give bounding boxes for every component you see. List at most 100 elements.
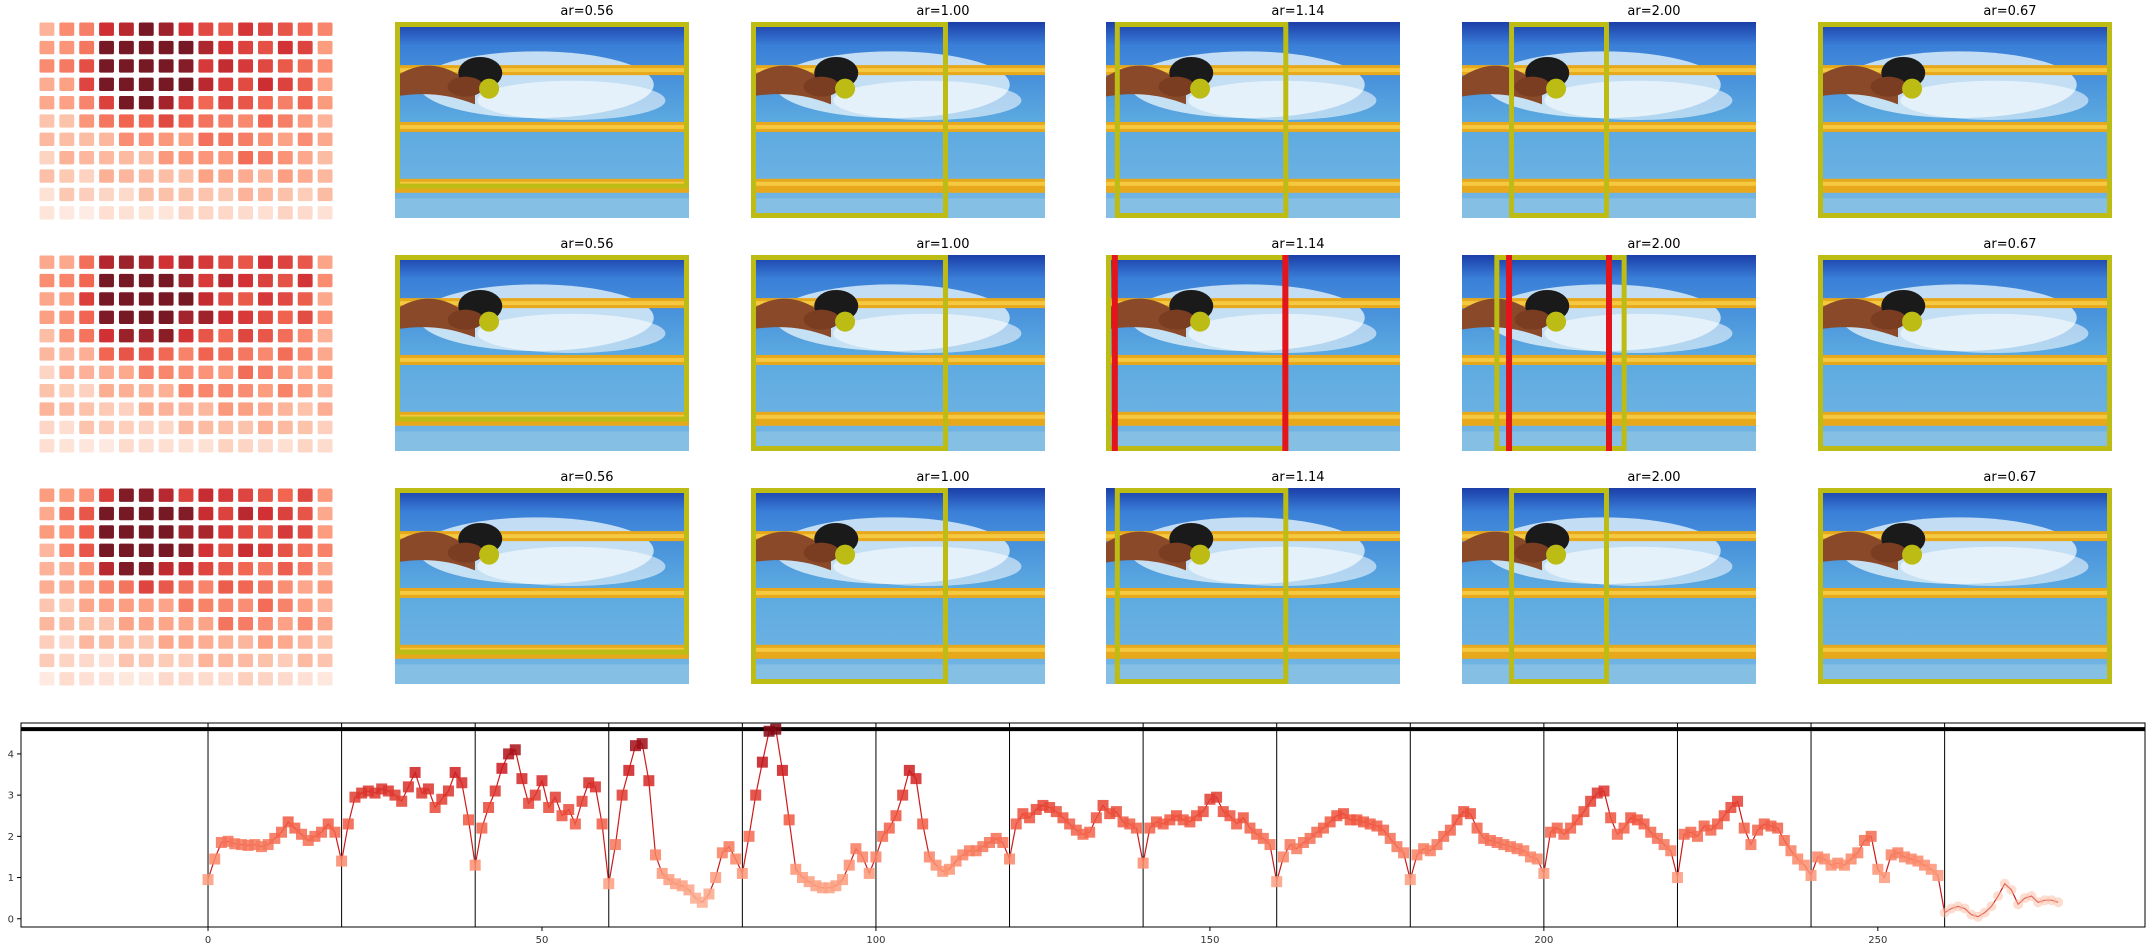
data-marker <box>1224 810 1236 822</box>
heatmap-cell <box>238 598 254 613</box>
heatmap-cell <box>118 439 134 453</box>
lane-rope <box>395 124 689 129</box>
heatmap-cell <box>59 439 75 453</box>
data-marker <box>269 832 281 844</box>
data-marker <box>1919 859 1931 871</box>
data-marker <box>1431 839 1443 851</box>
data-marker <box>362 785 374 797</box>
data-marker <box>1852 847 1864 859</box>
heatmap-cell <box>99 77 114 91</box>
heatmap-cell <box>158 255 174 269</box>
heatmap-cell <box>297 384 313 398</box>
data-marker <box>1104 808 1116 820</box>
data-marker <box>1044 801 1056 813</box>
heatmap-cell <box>277 187 293 202</box>
data-marker <box>416 787 428 799</box>
data-marker <box>1838 859 1850 871</box>
data-marker <box>663 874 675 886</box>
heatmap-cell <box>118 206 134 220</box>
panel-title: ar=2.00 <box>1627 4 1681 19</box>
data-marker <box>1371 820 1383 832</box>
heatmap-cell <box>39 635 55 649</box>
heatmap-cell <box>258 114 273 128</box>
y-tick-label: 1 <box>8 873 14 884</box>
data-marker <box>1331 810 1343 822</box>
heatmap-cell <box>317 617 333 631</box>
heatmap-cell <box>138 169 154 183</box>
x-tick-label: 250 <box>1868 935 1887 946</box>
data-marker <box>1097 799 1109 811</box>
data-marker <box>676 880 688 892</box>
heatmap-cell <box>99 40 114 55</box>
heatmap-cell <box>79 543 95 557</box>
data-marker <box>249 839 261 851</box>
heatmap-cell <box>158 169 174 183</box>
heatmap-cell <box>317 402 333 416</box>
heatmap-cell <box>258 347 273 361</box>
heatmap-cell <box>39 653 55 668</box>
heatmap-cell <box>218 347 234 361</box>
heatmap-cell <box>258 543 273 557</box>
lane-rope <box>1106 301 1400 306</box>
heatmap-cell <box>178 77 194 91</box>
center-dot <box>1902 311 1923 332</box>
panel-title: ar=0.56 <box>560 237 614 252</box>
heatmap-cell <box>59 310 75 324</box>
heatmap-cell <box>218 77 234 91</box>
heatmap-cell <box>79 598 95 613</box>
heatmap-cell <box>79 580 95 594</box>
heatmap-cell <box>218 328 234 343</box>
heatmap-cell <box>178 151 194 165</box>
heatmap-cell <box>178 292 194 306</box>
heatmap-cell <box>138 365 154 380</box>
heatmap-cell <box>118 598 134 613</box>
data-marker <box>1184 816 1196 828</box>
data-marker <box>1959 903 1970 914</box>
data-marker <box>683 884 695 896</box>
heatmap-cell <box>277 59 293 73</box>
heatmap-cell <box>158 77 174 91</box>
heatmap-cell <box>158 40 174 55</box>
lane-rope <box>1818 357 2112 362</box>
data-marker <box>1865 830 1877 842</box>
heatmap-cell <box>198 672 214 686</box>
data-marker <box>1491 837 1503 849</box>
water-splash <box>477 313 666 353</box>
data-marker <box>1378 824 1390 836</box>
heatmap-cell <box>79 95 95 110</box>
data-marker <box>1531 853 1543 865</box>
data-marker <box>1211 791 1223 803</box>
heatmap-cell <box>258 561 273 576</box>
data-marker <box>229 838 241 850</box>
lane-rope <box>751 590 1045 595</box>
data-marker <box>776 764 788 776</box>
heatmap-cell <box>99 328 114 343</box>
heatmap-cell <box>258 151 273 165</box>
bounding-box <box>1818 22 2112 218</box>
heatmap-cell <box>99 365 114 380</box>
panel-title: ar=1.00 <box>916 4 970 19</box>
heatmap-cell <box>39 132 55 147</box>
data-marker <box>422 783 434 795</box>
heatmap-cell <box>317 420 333 435</box>
data-marker <box>1317 822 1329 834</box>
heatmap-cell <box>277 402 293 416</box>
data-marker <box>1384 832 1396 844</box>
heatmap-cell <box>178 365 194 380</box>
heatmap-cell <box>59 525 75 539</box>
heatmap-cell <box>39 77 55 91</box>
heatmap-cell <box>59 580 75 594</box>
data-marker <box>1297 837 1309 849</box>
heatmap-cell <box>178 402 194 416</box>
heatmap-cell <box>99 525 114 539</box>
heatmap-cell <box>39 525 55 539</box>
heatmap-cell <box>99 273 114 288</box>
heatmap-cell <box>59 255 75 269</box>
swimmer-face <box>1158 309 1195 330</box>
data-marker <box>1037 799 1049 811</box>
heatmap-cell <box>118 22 134 36</box>
heatmap <box>39 22 333 220</box>
bounding-box <box>395 22 689 189</box>
data-marker <box>1611 828 1623 840</box>
heatmap-cell <box>297 151 313 165</box>
